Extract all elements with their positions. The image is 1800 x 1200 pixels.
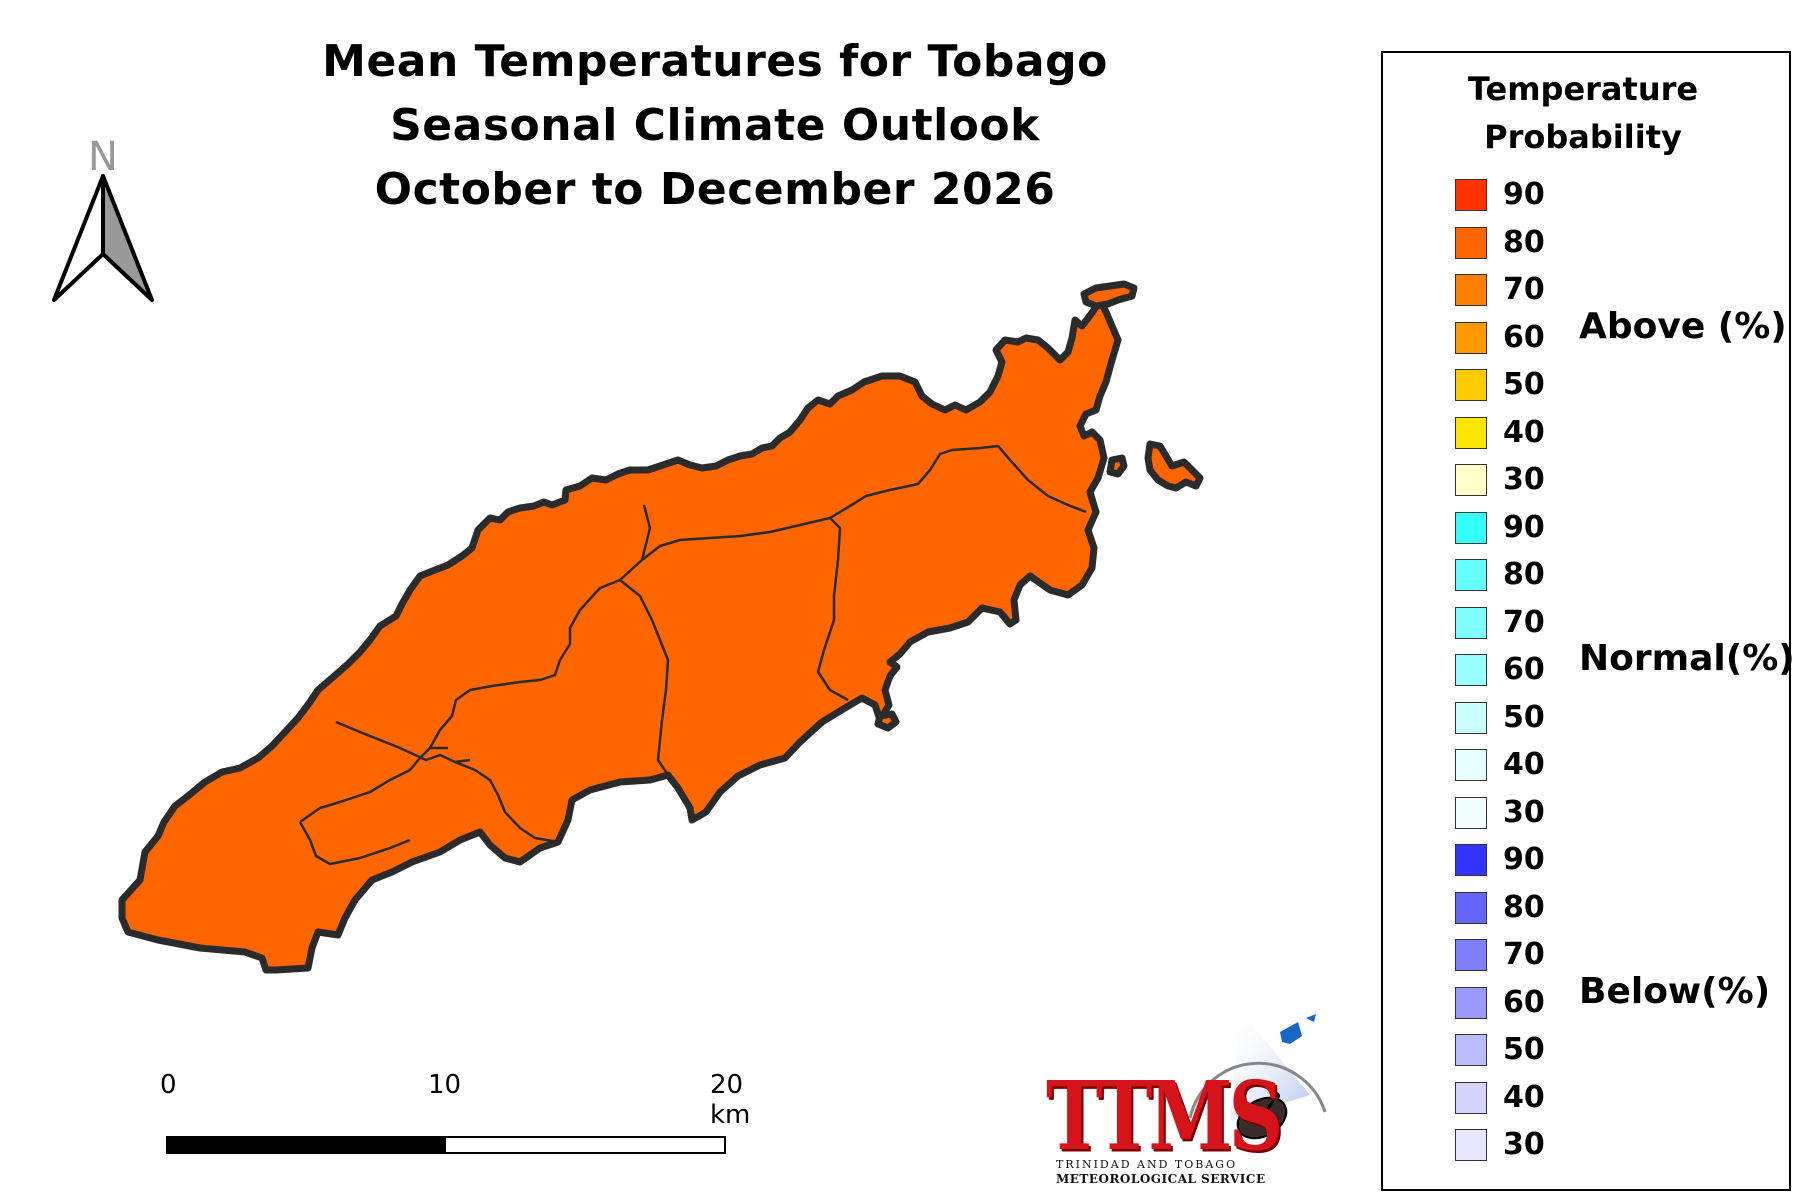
legend-value: 40 — [1503, 1079, 1545, 1115]
legend-swatch — [1455, 1034, 1487, 1066]
parish-boundaries — [298, 444, 1087, 866]
legend-value: 90 — [1503, 842, 1545, 877]
legend-swatch — [1455, 939, 1487, 971]
st-giles-island — [1080, 280, 1138, 310]
legend-swatch — [1455, 701, 1487, 734]
legend-swatch — [1455, 606, 1487, 639]
legend-value: 60 — [1503, 319, 1545, 355]
logo-text-line-2: METEOROLOGICAL SERVICE — [1056, 1172, 1266, 1186]
tobago-main-island — [118, 296, 1122, 974]
tobago-map — [118, 280, 1204, 974]
legend-value: 50 — [1503, 1032, 1545, 1067]
legend-swatch — [1455, 416, 1487, 449]
scale-bar: 0 10 20 km — [130, 1070, 770, 1160]
legend-swatch — [1455, 749, 1487, 781]
scale-bar-track — [166, 1136, 726, 1154]
title-line-3: October to December 2026 — [374, 164, 1056, 215]
parish-boundary — [428, 578, 621, 749]
legend-swatch — [1455, 559, 1487, 591]
legend-swatch — [1455, 844, 1487, 876]
legend-value: 90 — [1503, 509, 1545, 545]
parish-boundary — [997, 445, 1087, 514]
legend-value: 40 — [1503, 414, 1545, 450]
scale-tick-10: 10 — [428, 1070, 462, 1100]
tobago-island — [118, 280, 1204, 974]
legend-value: 70 — [1503, 272, 1545, 307]
legend-value: 90 — [1503, 177, 1545, 212]
parish-boundary — [299, 746, 448, 824]
legend-swatch — [1455, 464, 1487, 496]
legend-swatch — [1455, 1081, 1487, 1114]
legend-swatch — [1455, 274, 1487, 306]
legend-value: 30 — [1503, 462, 1545, 497]
parish-boundary — [619, 579, 670, 776]
small-islet — [874, 710, 900, 732]
north-label: N — [88, 134, 118, 180]
parish-boundary — [640, 504, 652, 561]
scale-tick-20: 20 km — [710, 1070, 751, 1130]
scale-bar-segment — [168, 1138, 446, 1152]
legend-group-label: Below(%) — [1579, 970, 1771, 1012]
legend-swatch — [1455, 179, 1487, 211]
legend-title: Temperature Probability — [1383, 65, 1783, 161]
goat-island — [1106, 454, 1128, 478]
scale-tick-0: 0 — [160, 1070, 177, 1100]
legend-value: 80 — [1503, 889, 1545, 925]
legend-value: 70 — [1503, 604, 1545, 640]
legend-swatch — [1455, 226, 1487, 259]
legend-title-line-1: Temperature — [1467, 70, 1699, 108]
legend-value: 40 — [1503, 747, 1545, 782]
parish-boundary — [454, 760, 559, 844]
legend-value: 50 — [1503, 699, 1545, 735]
little-tobago-island — [1144, 440, 1204, 492]
legend-group-label: Normal(%) — [1579, 638, 1795, 679]
legend: Temperature Probability 90 80 70 60 50 40 30 Ab… — [1381, 51, 1795, 1191]
map-title: Mean Temperatures for Tobago Seasonal Cl… — [180, 30, 1250, 222]
north-arrow-icon: N — [48, 134, 158, 315]
legend-swatch — [1455, 1129, 1487, 1161]
legend-value: 60 — [1503, 984, 1545, 1020]
legend-title-line-2: Probability — [1484, 118, 1682, 156]
logo-text-line-1: TRINIDAD AND TOBAGO — [1056, 1158, 1238, 1171]
title-line-2: Seasonal Climate Outlook — [390, 100, 1040, 151]
legend-swatch — [1455, 369, 1487, 401]
legend-swatch — [1455, 891, 1487, 924]
legend-value: 80 — [1503, 557, 1545, 592]
legend-value: 30 — [1503, 794, 1545, 830]
legend-swatch — [1455, 986, 1487, 1019]
ttms-logo: TTMS TRINIDAD AND TOBAGO METEOROLOGICAL … — [1040, 1000, 1340, 1190]
legend-value: 30 — [1503, 1127, 1545, 1162]
legend-value: 70 — [1503, 937, 1545, 972]
legend-swatch — [1455, 654, 1487, 686]
legend-swatch — [1455, 321, 1487, 354]
legend-value: 50 — [1503, 367, 1545, 402]
legend-value: 80 — [1503, 224, 1545, 260]
legend-value: 60 — [1503, 652, 1545, 687]
parish-boundary — [829, 444, 999, 520]
logo-acronym: TTMS — [1046, 1060, 1283, 1172]
parish-boundary — [298, 821, 411, 866]
legend-swatch — [1455, 796, 1487, 829]
legend-swatch — [1455, 511, 1487, 544]
legend-group-label: Above (%) — [1579, 305, 1787, 347]
title-line-1: Mean Temperatures for Tobago — [322, 36, 1108, 87]
